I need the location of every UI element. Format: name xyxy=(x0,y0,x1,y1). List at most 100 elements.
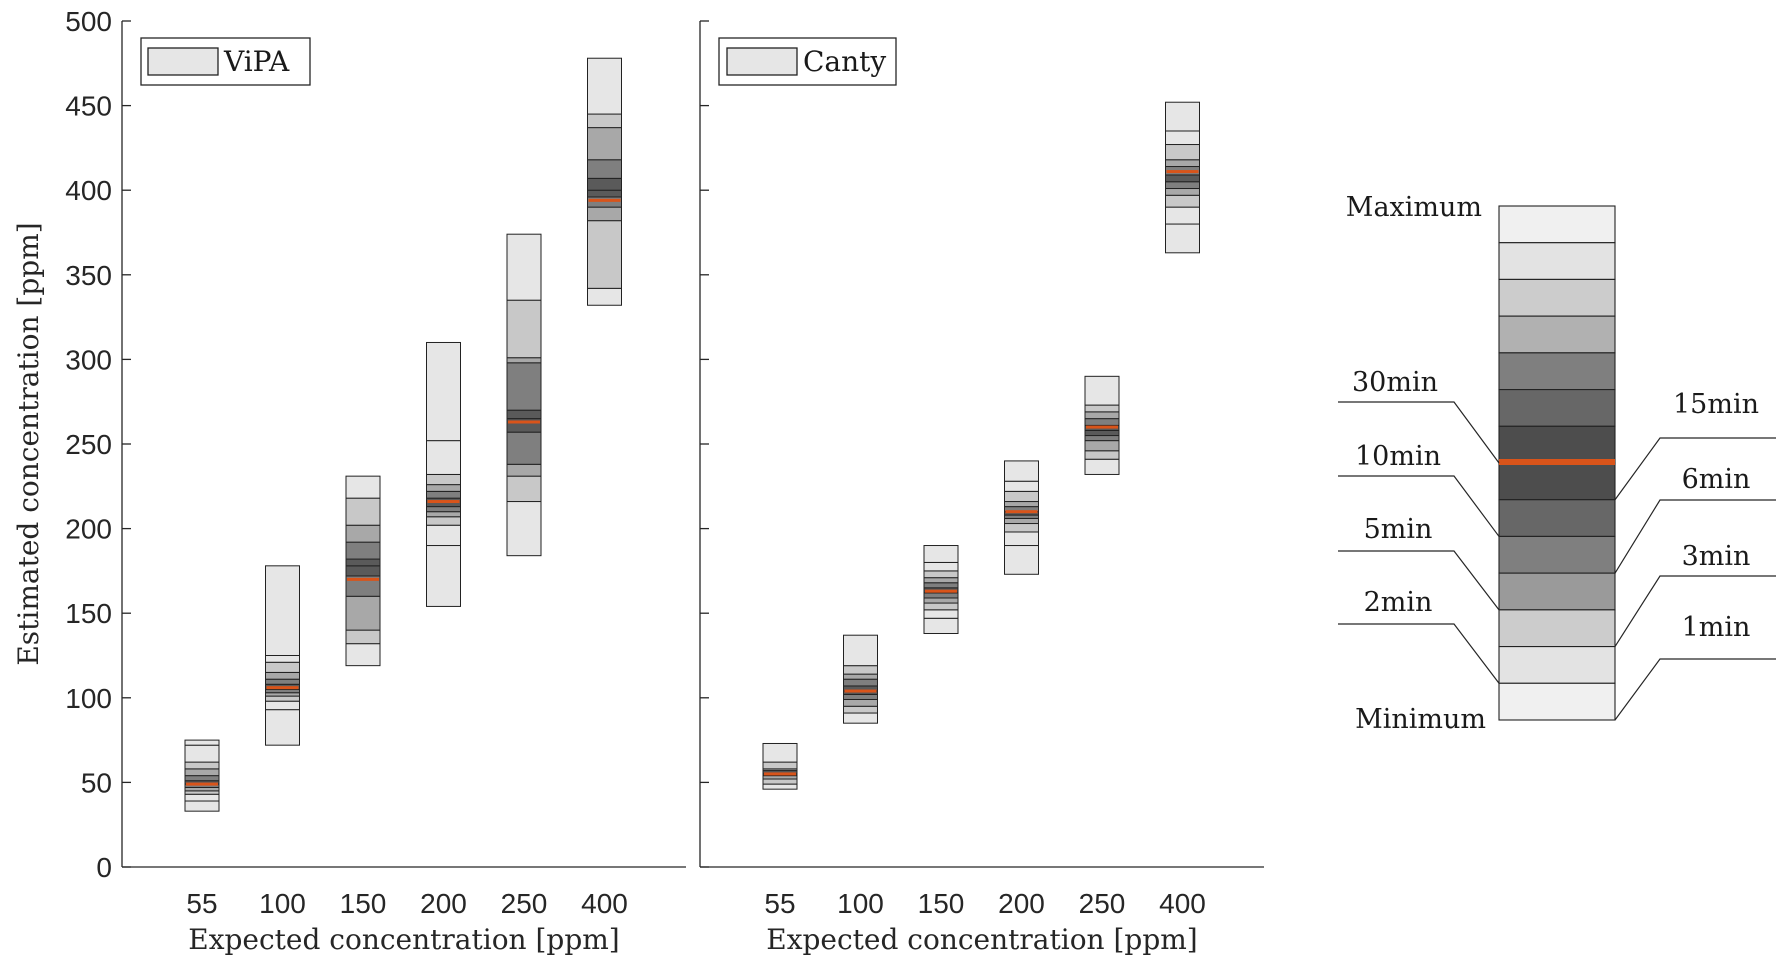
canty-median-line xyxy=(764,772,796,776)
vipa-box-segment xyxy=(184,793,220,802)
canty-y-ticks xyxy=(700,20,709,868)
canty-box-segment xyxy=(923,617,959,635)
canty-box-segment xyxy=(1165,130,1200,146)
vipa-box-segment xyxy=(184,800,220,812)
canty-box-segment xyxy=(762,761,798,770)
canty-box-segment xyxy=(1084,411,1120,420)
key-segment xyxy=(1498,278,1616,317)
key-left-label: 10min xyxy=(1355,441,1441,472)
canty-box-segment xyxy=(1004,545,1039,575)
panel-vipa: 0 50 100 150 200 250 300 350 400 450 500 55 100 150 2… xyxy=(12,6,686,956)
vipa-x-tick-label: 100 xyxy=(259,888,306,919)
key-median-line xyxy=(1499,459,1615,465)
shading-key: Maximum Minimum 30min 10min 5min 2min 15min 6… xyxy=(1338,192,1776,735)
vipa-box-segment xyxy=(345,475,381,499)
canty-box-segment xyxy=(843,693,878,700)
vipa-box-segment xyxy=(345,558,381,567)
canty-median-line xyxy=(1166,170,1199,174)
vipa-box-segment xyxy=(506,409,542,420)
y-tick-label: 50 xyxy=(81,767,112,798)
key-segments xyxy=(1498,205,1616,721)
canty-box-segment xyxy=(923,597,959,604)
vipa-box-segment xyxy=(426,341,461,442)
y-tick-label: 200 xyxy=(65,514,112,545)
vipa-median-line xyxy=(588,198,621,202)
key-left-label: 30min xyxy=(1352,367,1438,398)
key-segment xyxy=(1498,389,1616,427)
y-tick-label: 500 xyxy=(65,6,112,37)
canty-box-segment xyxy=(843,665,878,675)
canty-box-segment xyxy=(1004,523,1039,533)
canty-box-segment xyxy=(1004,490,1039,503)
canty-box-segment xyxy=(762,775,798,780)
canty-box-segment xyxy=(1084,404,1120,413)
canty-x-tick-label: 200 xyxy=(998,888,1045,919)
vipa-box-segment xyxy=(587,127,622,161)
vipa-box-segment xyxy=(426,440,461,475)
vipa-box-segment xyxy=(265,671,300,680)
canty-box-segment xyxy=(923,577,959,584)
vipa-y-ticks: 0 50 100 150 200 250 300 350 400 450 500 xyxy=(65,6,131,883)
canty-box-segment xyxy=(1004,517,1039,525)
canty-box-segment xyxy=(762,778,798,785)
vipa-box-segment xyxy=(345,541,381,560)
vipa-box-segment xyxy=(506,463,542,477)
y-axis-title: Estimated concentration [ppm] xyxy=(12,222,45,665)
key-segment xyxy=(1498,682,1616,721)
vipa-box-segment xyxy=(587,189,622,198)
canty-box-segment xyxy=(1165,144,1200,161)
vipa-box-segment xyxy=(265,655,300,663)
vipa-legend-label: ViPA xyxy=(223,45,290,78)
y-tick-label: 350 xyxy=(65,260,112,291)
canty-box-segment xyxy=(1004,514,1039,519)
vipa-box-segment xyxy=(587,220,622,289)
vipa-box-segment xyxy=(426,473,461,486)
y-tick-label: 0 xyxy=(96,852,112,883)
canty-box-segment xyxy=(1084,375,1120,406)
canty-box-segment xyxy=(1165,194,1200,208)
vipa-box-segment xyxy=(345,643,381,667)
vipa-box-segment xyxy=(426,506,461,513)
canty-box-segment xyxy=(1004,480,1039,492)
vipa-box-segment xyxy=(506,357,542,364)
key-segment xyxy=(1498,572,1616,611)
canty-box-segment xyxy=(843,712,878,724)
vipa-box-segment xyxy=(184,739,220,746)
key-segment xyxy=(1498,462,1616,501)
vipa-box-segment xyxy=(184,744,220,763)
canty-box-segment xyxy=(762,742,798,763)
vipa-box-segment xyxy=(426,484,461,492)
key-right-label: 6min xyxy=(1682,464,1751,495)
canty-x-tick-label: 100 xyxy=(837,888,884,919)
vipa-box-segment xyxy=(265,695,300,702)
canty-box-segment xyxy=(1084,458,1120,475)
canty-box-segment xyxy=(923,609,959,619)
canty-box-segment xyxy=(1084,440,1120,452)
canty-box-segment xyxy=(1004,460,1039,482)
vipa-x-tick-label: 55 xyxy=(186,888,217,919)
canty-box-segment xyxy=(1084,429,1120,437)
vipa-box-segment xyxy=(184,761,220,770)
key-segment xyxy=(1498,425,1616,464)
canty-box-segment xyxy=(923,545,959,563)
canty-legend-swatch xyxy=(726,47,798,76)
vipa-legend-swatch xyxy=(147,47,219,76)
canty-box-segment xyxy=(1004,531,1039,547)
key-right-label: 3min xyxy=(1682,541,1751,572)
vipa-box-segment xyxy=(587,196,622,208)
key-segment xyxy=(1498,499,1616,537)
vipa-box-segment xyxy=(506,233,542,301)
vipa-box-segment xyxy=(506,362,542,411)
key-leader-right xyxy=(1614,499,1776,574)
vipa-x-tick-label: 200 xyxy=(420,888,467,919)
y-tick-label: 300 xyxy=(65,344,112,375)
vipa-median-line xyxy=(427,500,460,504)
vipa-box-segment xyxy=(345,629,381,645)
canty-legend-label: Canty xyxy=(803,45,886,78)
canty-box-segment xyxy=(762,783,798,790)
key-segment xyxy=(1498,315,1616,354)
vipa-box-segment xyxy=(426,516,461,526)
key-leader-right xyxy=(1614,575,1776,647)
vipa-box-segment xyxy=(587,159,622,179)
vipa-box-segment xyxy=(587,206,622,222)
